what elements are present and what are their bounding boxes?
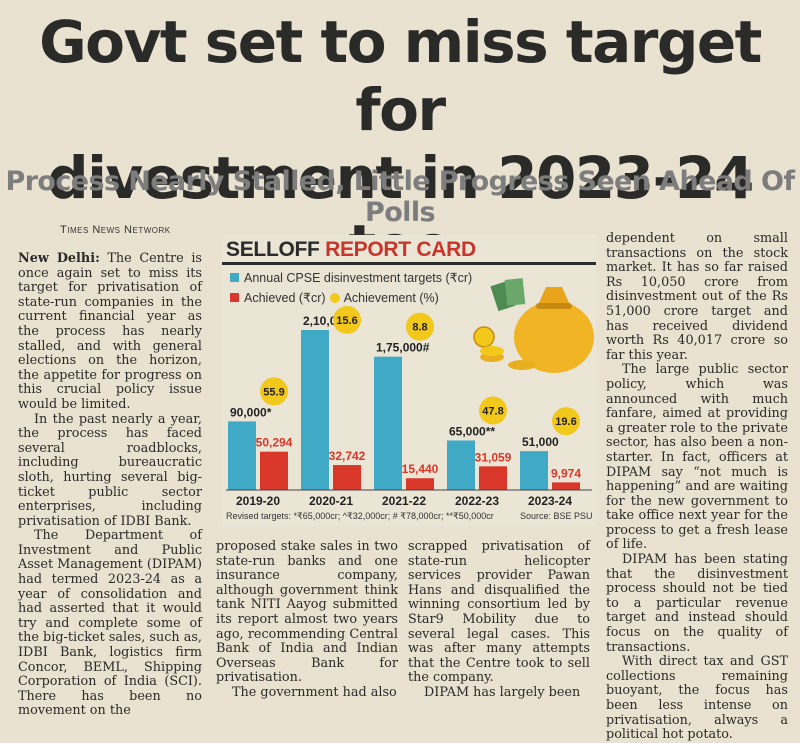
target-bar bbox=[520, 451, 548, 490]
target-bar bbox=[228, 421, 256, 490]
article-paragraph: proposed stake sales in two state-run ba… bbox=[216, 539, 398, 686]
money-bag-illustration bbox=[473, 278, 594, 373]
x-tick-label: 2022-23 bbox=[455, 494, 499, 508]
byline: Times News Network bbox=[60, 224, 171, 236]
target-bar bbox=[447, 440, 475, 490]
bar-chart: 90,000*50,29455.92019-202,10,000^32,7421… bbox=[226, 278, 594, 508]
target-value-label: 51,000 bbox=[522, 435, 559, 449]
x-tick-label: 2021-22 bbox=[382, 494, 426, 508]
achievement-circle bbox=[333, 306, 361, 334]
achieved-bar bbox=[479, 466, 507, 490]
article-paragraph: The Department of Investment and Public … bbox=[18, 528, 202, 719]
article-column-4: dependent on small transactions on the s… bbox=[606, 231, 788, 743]
legend-label-targets: Annual CPSE disinvestment targets (₹cr) bbox=[244, 271, 473, 285]
achieved-bar bbox=[333, 465, 361, 490]
x-tick-label: 2020-21 bbox=[309, 494, 353, 508]
chart-source: Source: BSE PSU bbox=[520, 511, 593, 521]
target-value-label: 1,75,000# bbox=[376, 341, 430, 355]
headline: Govt set to miss target for divestment i… bbox=[0, 8, 800, 280]
achieved-bar bbox=[260, 451, 288, 490]
legend-label-achievement: Achievement (%) bbox=[343, 291, 439, 305]
chart-title-part-2: REPORT CARD bbox=[325, 238, 476, 261]
achieved-bar bbox=[552, 482, 580, 490]
x-tick-label: 2019-20 bbox=[236, 494, 280, 508]
article-column-1: New Delhi: The Centre is once again set … bbox=[18, 251, 202, 719]
achieved-value-label: 31,059 bbox=[475, 450, 512, 464]
article-column-3: scrapped privatisation of state-run heli… bbox=[408, 539, 590, 701]
chart-title-part-1: SELLOFF bbox=[226, 238, 320, 261]
article-paragraph: scrapped privatisation of state-run heli… bbox=[408, 539, 590, 686]
achieved-bar bbox=[406, 478, 434, 490]
article-paragraph: New Delhi: The Centre is once again set … bbox=[18, 251, 202, 413]
achievement-circle bbox=[260, 377, 288, 406]
target-value-label: 65,000** bbox=[449, 424, 495, 438]
legend-swatch-achieved bbox=[230, 293, 239, 302]
achievement-value-label: 47.8 bbox=[482, 405, 503, 417]
subheadline: Process Nearly Stalled, Little Progress … bbox=[5, 166, 796, 228]
legend-item-targets: Annual CPSE disinvestment targets (₹cr) bbox=[230, 270, 472, 285]
achievement-circle bbox=[479, 396, 507, 425]
article-column-2: proposed stake sales in two state-run ba… bbox=[216, 539, 398, 701]
article-paragraph: The large public sector policy, which wa… bbox=[606, 362, 788, 553]
target-bar bbox=[374, 356, 402, 490]
legend-item-achieved: Achieved (₹cr) Achievement (%) bbox=[230, 290, 439, 305]
chart-footnote: Revised targets: *₹65,000cr; ^₹32,000cr;… bbox=[226, 511, 494, 521]
article-paragraph: dependent on small transactions on the s… bbox=[606, 231, 788, 363]
achievement-circle bbox=[406, 312, 434, 341]
legend-swatch-targets bbox=[230, 273, 239, 282]
legend-label-achieved: Achieved (₹cr) bbox=[244, 291, 326, 305]
achieved-value-label: 50,294 bbox=[256, 436, 293, 450]
achievement-value-label: 19.6 bbox=[555, 416, 576, 428]
chart-title: SELLOFF REPORT CARD bbox=[226, 238, 476, 262]
target-bar bbox=[301, 330, 329, 490]
achievement-circle bbox=[552, 407, 580, 436]
headline-line-1: Govt set to miss target for bbox=[39, 8, 762, 144]
achieved-value-label: 32,742 bbox=[329, 449, 366, 463]
chart-title-rule bbox=[222, 262, 596, 265]
article-paragraph: In the past nearly a year, the process h… bbox=[18, 411, 202, 529]
achieved-value-label: 15,440 bbox=[402, 462, 439, 476]
achieved-value-label: 9,974 bbox=[551, 466, 581, 480]
article-paragraph: DIPAM has been stating that the disinves… bbox=[606, 552, 788, 655]
achievement-value-label: 8.8 bbox=[412, 322, 427, 334]
achievement-value-label: 15.6 bbox=[336, 315, 357, 327]
achievement-value-label: 55.9 bbox=[263, 386, 284, 398]
legend-dot-achievement bbox=[329, 293, 340, 303]
article-paragraph: The government had also bbox=[232, 684, 397, 700]
article-paragraph: DIPAM has largely been bbox=[424, 684, 581, 700]
target-value-label: 90,000* bbox=[230, 405, 272, 419]
paragraph-text: The Centre is once again set to miss its… bbox=[18, 251, 202, 412]
dateline: New Delhi: bbox=[18, 251, 100, 266]
article-paragraph: With direct tax and GST collections rema… bbox=[606, 654, 788, 743]
x-tick-label: 2023-24 bbox=[528, 494, 572, 508]
